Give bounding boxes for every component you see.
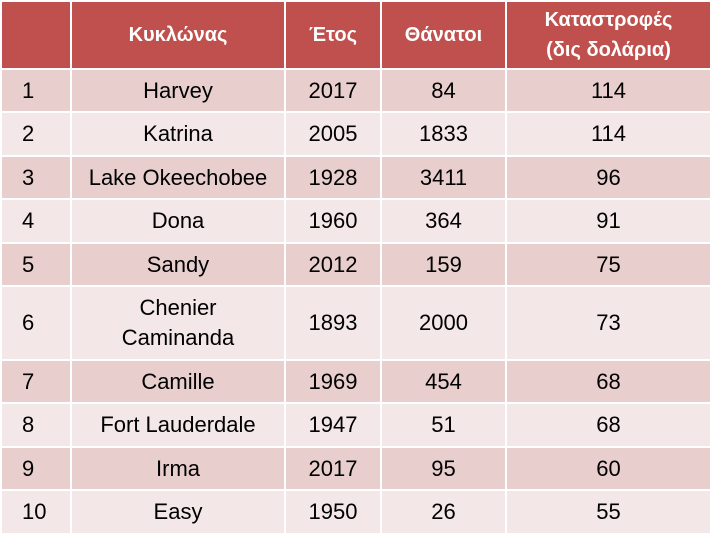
- table-cell: Chenier Caminanda: [70, 285, 286, 361]
- table-row: 10 Easy 1950 26 55: [0, 489, 710, 535]
- table-cell: 75: [505, 241, 710, 288]
- table-cell: 2017: [284, 67, 382, 114]
- table-cell: 60: [505, 445, 710, 492]
- table-cell: 96: [505, 154, 710, 201]
- header-cell: Κυκλώνας: [70, 0, 286, 70]
- table-row: 6 Chenier Caminanda 1893 2000 73: [0, 285, 710, 361]
- table-row: 9 Irma 2017 95 60: [0, 445, 710, 492]
- header-cell: Καταστροφές (δις δολάρια): [505, 0, 710, 70]
- table-cell: Harvey: [70, 67, 286, 114]
- table-cell: 8: [0, 402, 72, 448]
- table-cell: 1960: [284, 198, 382, 244]
- table-cell: Irma: [70, 445, 286, 492]
- table-row: 5 Sandy 2012 159 75: [0, 241, 710, 288]
- table-row: 2 Katrina 2005 1833 114: [0, 111, 710, 157]
- table-cell: 2012: [284, 241, 382, 288]
- table-cell: 5: [0, 241, 72, 288]
- table-cell: 1893: [284, 285, 382, 361]
- table-cell: 6: [0, 285, 72, 361]
- table-cell: 1928: [284, 154, 382, 201]
- table-cell: 4: [0, 198, 72, 244]
- table-cell: Sandy: [70, 241, 286, 288]
- table-cell: 51: [380, 402, 507, 448]
- table-cell: 1947: [284, 402, 382, 448]
- table-row: 4 Dona 1960 364 91: [0, 198, 710, 244]
- table-cell: Katrina: [70, 111, 286, 157]
- table-cell: 2: [0, 111, 72, 157]
- table-cell: 3: [0, 154, 72, 201]
- header-row: Κυκλώνας Έτος Θάνατοι Καταστροφές (δις δολά…: [0, 0, 710, 70]
- table-cell: 2017: [284, 445, 382, 492]
- table-cell: 159: [380, 241, 507, 288]
- table-cell: 68: [505, 402, 710, 448]
- table-cell: Camille: [70, 358, 286, 405]
- table-cell: 454: [380, 358, 507, 405]
- table-cell: 73: [505, 285, 710, 361]
- table-cell: 91: [505, 198, 710, 244]
- table-cell: Dona: [70, 198, 286, 244]
- table-cell: 1833: [380, 111, 507, 157]
- table-cell: 10: [0, 489, 72, 535]
- table-cell: 7: [0, 358, 72, 405]
- table-cell: 26: [380, 489, 507, 535]
- table-cell: 95: [380, 445, 507, 492]
- header-cell: Θάνατοι: [380, 0, 507, 70]
- table-row: 1 Harvey 2017 84 114: [0, 67, 710, 114]
- table-cell: 68: [505, 358, 710, 405]
- table-cell: Fort Lauderdale: [70, 402, 286, 448]
- table-cell: 9: [0, 445, 72, 492]
- table-cell: 3411: [380, 154, 507, 201]
- table-cell: 1969: [284, 358, 382, 405]
- table-cell: Lake Okeechobee: [70, 154, 286, 201]
- table-cell: 1: [0, 67, 72, 114]
- table-cell: 2005: [284, 111, 382, 157]
- header-cell: Έτος: [284, 0, 382, 70]
- table-cell: 84: [380, 67, 507, 114]
- header-cell: [0, 0, 72, 70]
- table-cell: Easy: [70, 489, 286, 535]
- table-row: 7 Camille 1969 454 68: [0, 358, 710, 405]
- table-cell: 2000: [380, 285, 507, 361]
- table-body: 1 Harvey 2017 84 114 2 Katrina 2005 1833 114 3 Lake…: [0, 67, 710, 535]
- table-cell: 114: [505, 111, 710, 157]
- table-row: 8 Fort Lauderdale 1947 51 68: [0, 402, 710, 448]
- table-cell: 364: [380, 198, 507, 244]
- table-row: 3 Lake Okeechobee 1928 3411 96: [0, 154, 710, 201]
- table-cell: 114: [505, 67, 710, 114]
- table-cell: 55: [505, 489, 710, 535]
- table-cell: 1950: [284, 489, 382, 535]
